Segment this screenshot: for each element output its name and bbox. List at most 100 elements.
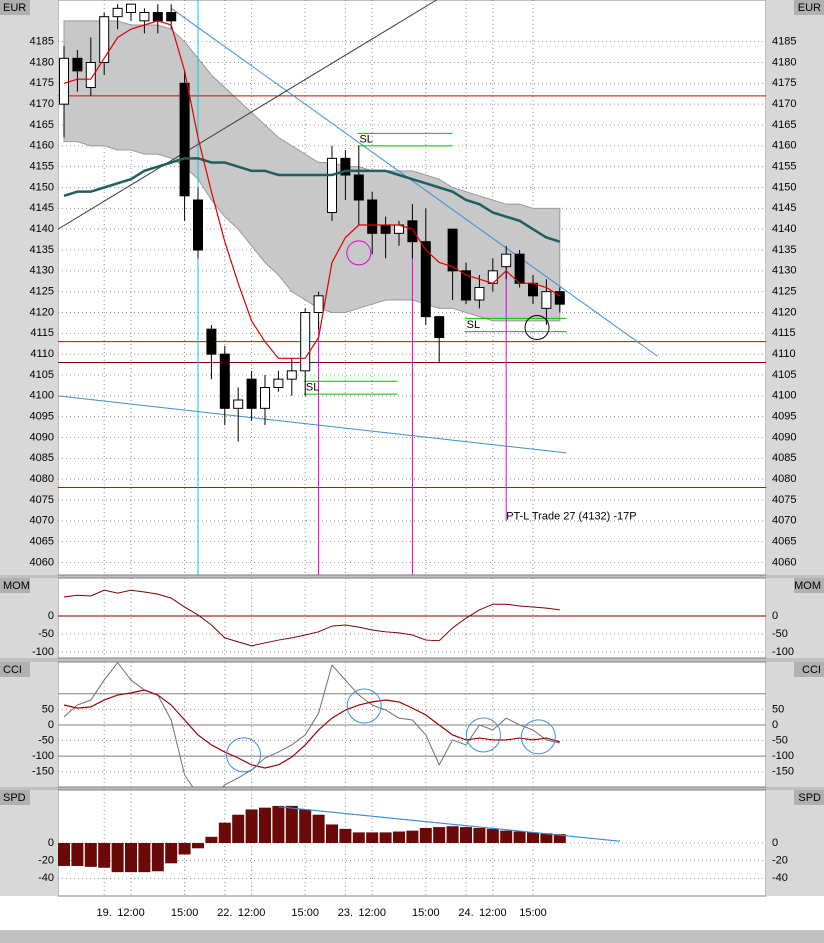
bar	[125, 843, 137, 873]
trend-line	[278, 806, 621, 842]
y-tick-label: 4100	[30, 390, 54, 402]
y-tick-label: 4125	[30, 286, 54, 298]
y-tick-label: 4165	[772, 119, 796, 131]
bar	[366, 832, 379, 843]
x-tick-label: 12:00	[238, 907, 266, 919]
y-tick-label: 4175	[772, 77, 796, 89]
candle-body	[85, 62, 96, 88]
y-tick-label: 4145	[30, 202, 54, 214]
y-tick-label: 4135	[30, 244, 54, 256]
bar	[513, 831, 526, 843]
y-tick-label: 50	[42, 703, 54, 715]
y-tick-label: -50	[38, 734, 54, 746]
candle-body	[447, 228, 458, 272]
panel-label: SPD	[798, 792, 821, 804]
y-tick-label: 4140	[772, 223, 796, 235]
y-tick-label: 4085	[772, 452, 796, 464]
highlight-circle	[346, 240, 372, 266]
y-tick-label: 4060	[30, 556, 54, 568]
bar	[393, 831, 405, 843]
y-tick-label: 4130	[772, 265, 796, 277]
right-axis	[766, 790, 824, 896]
candle-body	[126, 3, 136, 13]
y-tick-label: 4065	[772, 536, 796, 548]
candle-body	[286, 370, 297, 380]
candle-body	[72, 57, 83, 72]
panel-label-box	[794, 0, 824, 15]
line-series	[63, 157, 561, 243]
y-tick-label: 4080	[30, 473, 54, 485]
highlight-circle	[524, 315, 550, 340]
highlight-circle	[226, 737, 262, 773]
y-tick-label: 4150	[30, 181, 54, 193]
candle-body	[487, 270, 498, 284]
bar	[151, 843, 164, 872]
stop-loss-label: SL	[467, 319, 480, 331]
y-tick-label: 4145	[772, 202, 796, 214]
y-tick-label: 4140	[30, 223, 54, 235]
panel	[58, 0, 766, 575]
bar	[218, 822, 231, 843]
panel-label: EUR	[3, 2, 26, 14]
x-tick-label: 22.	[217, 907, 232, 919]
trend-line	[170, 7, 658, 357]
y-tick-label: 4090	[772, 431, 796, 443]
candle-body	[139, 12, 150, 22]
y-tick-label: -50	[38, 628, 54, 640]
y-tick-label: 4170	[30, 98, 54, 110]
candle-body	[152, 12, 163, 22]
y-tick-label: 4070	[30, 515, 54, 527]
y-tick-label: -100	[32, 646, 54, 658]
x-tick-label: 12:00	[479, 907, 507, 919]
x-tick-label: 23.	[338, 907, 353, 919]
candle-body	[59, 57, 69, 105]
x-axis-strip	[0, 896, 824, 930]
y-tick-label: 0	[772, 610, 778, 622]
y-tick-label: -50	[772, 734, 788, 746]
y-tick-label: -50	[772, 628, 788, 640]
y-tick-label: -150	[32, 766, 54, 778]
bar	[473, 827, 486, 843]
candle-body	[273, 378, 284, 388]
bar	[178, 843, 191, 855]
bar	[245, 809, 258, 843]
bar	[232, 814, 245, 843]
y-tick-label: 4090	[30, 431, 54, 443]
x-tick-label: 12:00	[117, 907, 145, 919]
line-series	[63, 689, 560, 769]
panel-label-box	[0, 662, 30, 677]
candle-body	[313, 295, 324, 314]
panel-label: MOM	[3, 580, 30, 592]
y-tick-label: 0	[48, 719, 54, 731]
bar	[272, 805, 285, 843]
y-tick-label: -100	[772, 646, 794, 658]
x-tick-label: 12:00	[358, 907, 386, 919]
highlight-circle	[346, 688, 382, 724]
bar	[379, 832, 392, 843]
y-tick-label: 0	[48, 610, 54, 622]
bar	[446, 826, 459, 843]
y-tick-label: 4105	[30, 369, 54, 381]
y-tick-label: 4085	[30, 452, 54, 464]
bar	[460, 827, 472, 843]
right-axis	[766, 0, 824, 575]
candle-body	[514, 253, 525, 284]
y-tick-label: -150	[772, 766, 794, 778]
candle-body	[474, 287, 485, 301]
candle-body	[528, 282, 538, 297]
left-axis	[0, 790, 58, 896]
y-tick-label: 4065	[30, 536, 54, 548]
y-tick-label: 4135	[772, 244, 796, 256]
highlight-circle	[465, 717, 501, 753]
y-tick-label: 4180	[772, 56, 796, 68]
y-tick-label: 4160	[30, 140, 54, 152]
y-tick-label: 4080	[772, 473, 796, 485]
right-axis	[766, 662, 824, 787]
x-tick-label: 15:00	[519, 907, 547, 919]
bar	[259, 807, 271, 843]
left-axis	[0, 0, 58, 575]
candle-body	[353, 174, 364, 201]
bar	[339, 828, 352, 843]
y-tick-label: 50	[772, 703, 784, 715]
candle-body	[166, 12, 177, 22]
